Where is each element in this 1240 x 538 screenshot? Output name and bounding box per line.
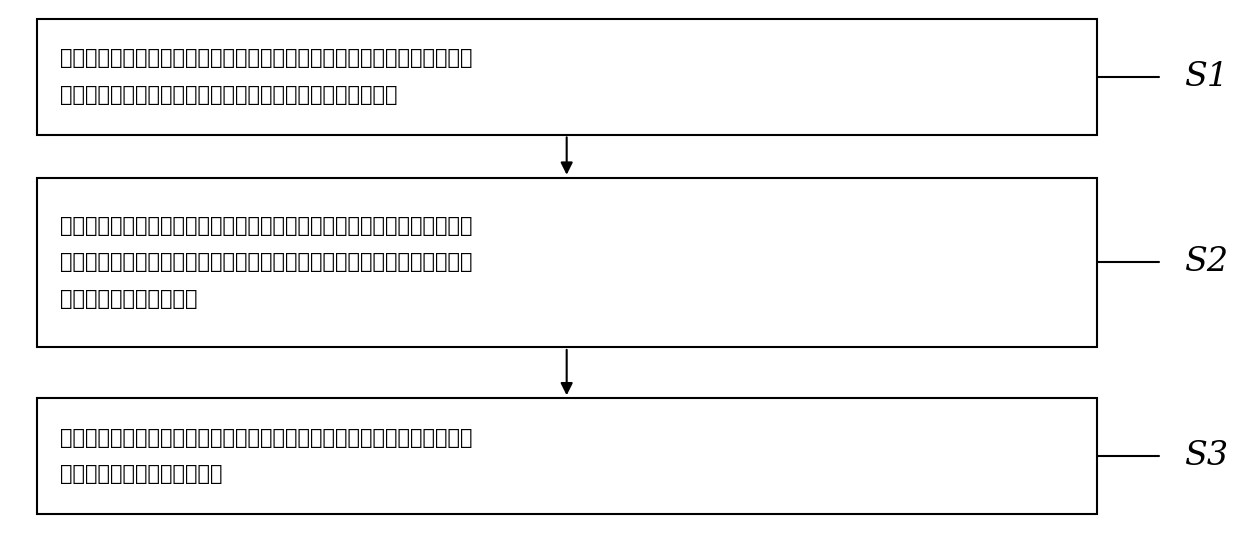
Text: ，形成具有不同图形的第一光阻层与第二光阻层，从而在所述第一基板上形: ，形成具有不同图形的第一光阻层与第二光阻层，从而在所述第一基板上形 <box>60 252 472 272</box>
Text: S2: S2 <box>1184 246 1229 278</box>
Bar <box>37 398 1097 514</box>
Bar <box>37 19 1097 134</box>
Text: S1: S1 <box>1184 61 1229 93</box>
Text: 成间隔设置的数个间隙子: 成间隔设置的数个间隙子 <box>60 289 197 309</box>
Text: 光阻薄膜，所述第一光阻薄膜与第二光阻薄膜的光敏特性不同: 光阻薄膜，所述第一光阻薄膜与第二光阻薄膜的光敏特性不同 <box>60 85 397 105</box>
Text: S3: S3 <box>1184 440 1229 472</box>
Text: 提供第一基板与第二基板，在所述第一基板上依次形成第一光阻薄膜与第二: 提供第一基板与第二基板，在所述第一基板上依次形成第一光阻薄膜与第二 <box>60 48 472 68</box>
Text: 对位组合，制得液晶显示面板: 对位组合，制得液晶显示面板 <box>60 464 222 484</box>
Bar <box>37 178 1097 347</box>
Text: 采用一道掩膜板对所述第一光阻薄膜与第二光阻薄膜进行一次曝光显影制程: 采用一道掩膜板对所述第一光阻薄膜与第二光阻薄膜进行一次曝光显影制程 <box>60 216 472 236</box>
Text: 在所述第一基板或第二基板上滴注液晶材料，并将所述第一基板与第二基板: 在所述第一基板或第二基板上滴注液晶材料，并将所述第一基板与第二基板 <box>60 428 472 448</box>
